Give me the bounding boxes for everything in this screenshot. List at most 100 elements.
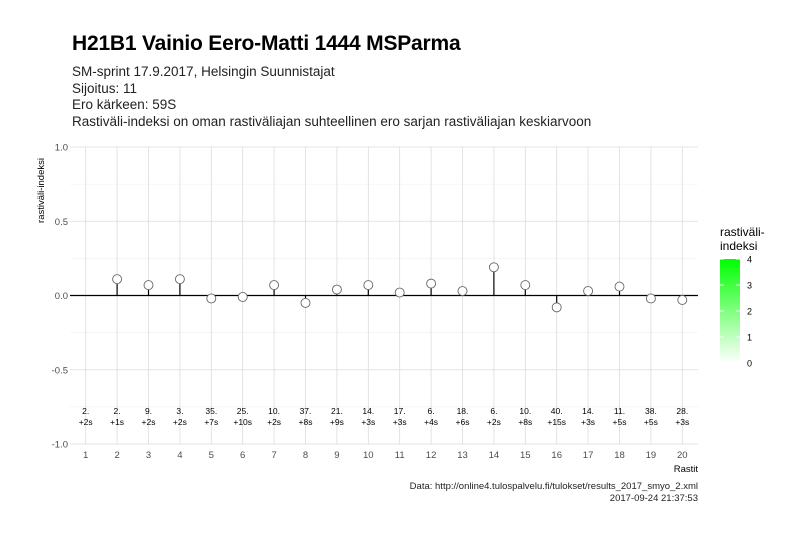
point-label-placement: 9.: [145, 406, 152, 416]
x-tick-label: 19: [646, 450, 657, 461]
point-label-gap: +15s: [547, 417, 566, 427]
point-label-placement: 3.: [176, 406, 183, 416]
x-tick-label: 8: [303, 450, 308, 461]
x-tick-label: 7: [271, 450, 276, 461]
point-label-placement: 35.: [205, 406, 217, 416]
point-label-placement: 38.: [645, 406, 657, 416]
data-point: [269, 280, 280, 291]
x-tick-label: 10: [363, 450, 374, 461]
data-point: [206, 293, 217, 304]
point-label-gap: +3s: [675, 417, 689, 427]
point-label-placement: 6.: [428, 406, 435, 416]
point-label-gap: +8s: [518, 417, 532, 427]
x-tick-label: 14: [489, 450, 500, 461]
point-label-placement: 10.: [268, 406, 280, 416]
y-tick-label: 0.5: [55, 217, 68, 228]
subtitle-line-event: SM-sprint 17.9.2017, Helsingin Suunnista…: [72, 64, 335, 79]
point-label-gap: +1s: [110, 417, 124, 427]
timestamp-caption: 2017-09-24 21:37:53: [609, 493, 698, 504]
point-label-gap: +5s: [644, 417, 658, 427]
x-tick-label: 5: [209, 450, 214, 461]
subtitle-line-gap: Ero kärkeen: 59S: [72, 97, 177, 112]
point-label-gap: +4s: [424, 417, 438, 427]
point-label-gap: +9s: [330, 417, 344, 427]
legend-title: indeksi: [720, 239, 757, 253]
data-point: [300, 297, 311, 308]
y-tick-label: -0.5: [52, 365, 68, 376]
subtitle-line-placement: Sijoitus: 11: [72, 80, 138, 96]
data-marks: [112, 262, 688, 313]
point-label-gap: +8s: [299, 417, 313, 427]
point-label-placement: 18.: [457, 406, 469, 416]
axes: 1.00.50.0-0.5-1.01 2 3 4 5 6 7 8 9 10 11 12 13 14 15 16…: [36, 143, 698, 476]
point-label-gap: +5s: [613, 417, 627, 427]
point-label-gap: +2s: [267, 417, 281, 427]
colorbar: [720, 259, 740, 363]
data-point: [645, 293, 656, 304]
point-label-gap: +7s: [204, 417, 218, 427]
point-label-placement: 25.: [237, 406, 249, 416]
point-label-gap: +6s: [456, 417, 470, 427]
data-point: [488, 262, 499, 273]
x-tick-label: 4: [177, 450, 182, 461]
colorbar-label: 1: [747, 333, 752, 343]
data-point: [143, 280, 154, 291]
point-label-gap: +2s: [79, 417, 93, 427]
x-axis-title: Rastit: [674, 464, 699, 475]
x-tick-label: 16: [551, 450, 562, 461]
data-point: [394, 287, 405, 298]
y-tick-label: 0.0: [55, 291, 68, 302]
data-point: [426, 278, 437, 289]
point-label-gap: +10s: [233, 417, 252, 427]
point-label-placement: 2.: [82, 406, 89, 416]
x-tick-label: 6: [240, 450, 245, 461]
y-tick-label: -1.0: [52, 440, 68, 451]
data-point: [457, 286, 468, 296]
data-point: [174, 274, 185, 285]
data-point: [331, 284, 342, 295]
chart-title: H21B1 Vainio Eero-Matti 1444 MSParma: [72, 32, 461, 55]
point-label-gap: +2s: [173, 417, 187, 427]
point-label-placement: 14.: [582, 406, 594, 416]
point-label-placement: 17.: [394, 406, 406, 416]
point-label-gap: +2s: [142, 417, 156, 427]
point-label-placement: 10.: [519, 406, 531, 416]
data-source-caption: Data: http://online4.tulospalvelu.fi/tul…: [409, 481, 698, 492]
x-tick-label: 11: [395, 450, 405, 461]
point-label-gap: +2s: [487, 417, 501, 427]
point-labels: 2.+2s2.+1s9.+2s3.+2s35.+7s25.+10s10.+2s3…: [79, 406, 690, 427]
colorbar-label: 4: [747, 255, 752, 265]
point-label-placement: 14.: [362, 406, 374, 416]
x-tick-label: 1: [83, 450, 88, 461]
data-point: [363, 280, 374, 291]
point-label-placement: 6.: [490, 406, 497, 416]
x-tick-label: 18: [614, 450, 625, 461]
point-label-placement: 28.: [676, 406, 688, 416]
point-label-placement: 2.: [114, 406, 121, 416]
point-label-placement: 21.: [331, 406, 343, 416]
x-tick-label: 9: [334, 450, 339, 461]
legend: rastiväli-indeksi 4 3 2 1 0: [720, 225, 765, 369]
x-tick-label: 3: [146, 450, 151, 461]
point-label-gap: +3s: [581, 417, 595, 427]
point-label-placement: 37.: [300, 406, 312, 416]
point-label-placement: 11.: [614, 406, 625, 416]
data-point: [520, 280, 531, 291]
point-label-gap: +3s: [393, 417, 407, 427]
data-point: [237, 292, 248, 302]
x-tick-label: 17: [583, 450, 594, 461]
x-tick-label: 20: [677, 450, 688, 461]
colorbar-label: 2: [747, 307, 752, 317]
point-label-gap: +3s: [361, 417, 375, 427]
y-tick-label: 1.0: [55, 143, 68, 154]
x-tick-label: 2: [114, 450, 119, 461]
colorbar-label: 0: [747, 359, 752, 369]
data-point: [112, 274, 123, 285]
y-axis-title: rastiväli-indeksi: [36, 158, 47, 223]
x-tick-label: 12: [426, 450, 437, 461]
data-point: [583, 286, 594, 296]
point-label-placement: 40.: [551, 406, 563, 416]
data-point: [677, 295, 688, 305]
data-point: [614, 281, 625, 292]
